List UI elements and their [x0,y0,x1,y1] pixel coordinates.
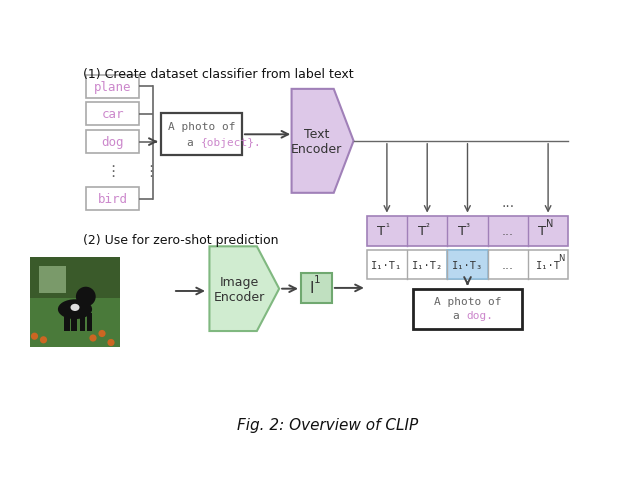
Ellipse shape [70,304,79,311]
Text: (2) Use for zero-shot prediction: (2) Use for zero-shot prediction [83,234,278,247]
Text: Fig. 2: Overview of CLIP: Fig. 2: Overview of CLIP [237,418,419,432]
Text: plane: plane [94,81,131,94]
Text: T: T [417,225,426,238]
Bar [39,266,66,293]
Text: A photo of: A photo of [434,296,501,306]
Bar [79,313,85,331]
Text: {object}.: {object}. [200,137,261,147]
Text: N: N [546,219,553,228]
Text: N: N [558,253,564,262]
Text: I: I [310,281,314,296]
Bar [72,313,77,331]
Text: ...: ... [502,225,514,238]
FancyBboxPatch shape [367,216,568,247]
Bar [64,313,70,331]
FancyBboxPatch shape [447,251,488,280]
Bar [30,258,120,298]
Ellipse shape [58,300,92,320]
Text: I₁·T₂: I₁·T₂ [412,260,443,270]
Text: A photo of: A photo of [168,122,235,132]
Text: T: T [458,225,466,238]
Text: ₁: ₁ [385,219,389,228]
Text: I₁·T: I₁·T [536,260,561,270]
Bar [86,313,92,331]
Circle shape [31,333,38,340]
FancyBboxPatch shape [413,289,522,329]
Text: ...: ... [501,195,515,209]
Text: car: car [101,108,124,121]
Polygon shape [292,90,353,193]
Text: ₃: ₃ [466,219,470,228]
Text: ₂: ₂ [426,219,429,228]
Circle shape [108,339,115,346]
Text: T: T [538,225,546,238]
Text: ⋮: ⋮ [105,163,120,178]
FancyBboxPatch shape [86,76,139,99]
FancyBboxPatch shape [86,103,139,126]
Text: a: a [187,137,200,147]
Text: a: a [453,310,467,320]
FancyBboxPatch shape [301,273,332,304]
Circle shape [40,337,47,344]
FancyBboxPatch shape [161,114,242,156]
Text: T: T [377,225,385,238]
Text: I₁·T₁: I₁·T₁ [371,260,403,270]
FancyBboxPatch shape [367,251,568,280]
Text: I₁·T₃: I₁·T₃ [452,260,483,270]
Text: Text
Encoder: Text Encoder [291,127,342,156]
FancyBboxPatch shape [86,131,139,154]
Circle shape [76,287,96,307]
Text: dog.: dog. [467,310,493,320]
Text: ⋮: ⋮ [143,163,159,178]
Text: bird: bird [97,193,127,205]
Circle shape [90,335,97,342]
Circle shape [99,330,106,337]
Polygon shape [209,247,279,331]
Text: dog: dog [101,136,124,149]
Text: (1) Create dataset classifier from label text: (1) Create dataset classifier from label… [83,68,354,81]
FancyBboxPatch shape [86,188,139,211]
Text: ...: ... [502,259,514,272]
Text: Image
Encoder: Image Encoder [214,275,265,303]
Text: 1: 1 [314,274,321,285]
